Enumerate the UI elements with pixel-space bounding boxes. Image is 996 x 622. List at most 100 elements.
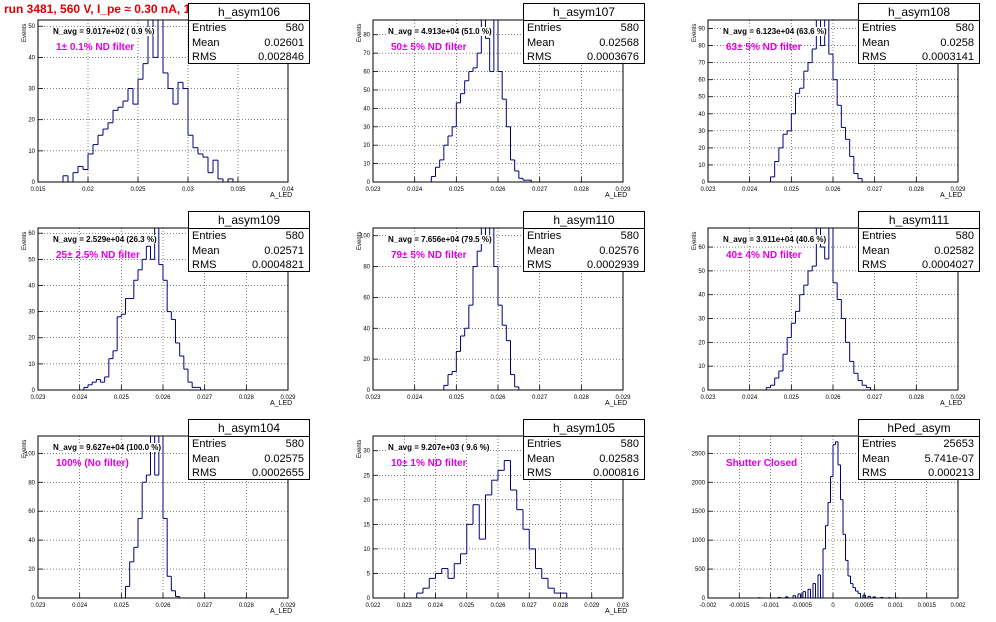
x-tick-label: -0.001 — [762, 603, 780, 609]
y-tick-label: 80 — [698, 44, 705, 50]
y-tick-label: 50 — [698, 95, 705, 101]
x-tick-label: 0.022 — [365, 603, 381, 609]
y-axis-label: Events — [22, 23, 28, 42]
y-tick-label: 10 — [28, 149, 35, 155]
y-tick-label: 10 — [28, 362, 35, 368]
histogram-panel-h_asym105: 0.022 0.023 0.024 0.025 0.026 0.027 0.028 0.029… — [335, 416, 660, 616]
stats-box: h_asym110 Entries 580 Mean 0.02576 RMS 0.00029… — [523, 211, 645, 272]
entries-label: Entries — [527, 438, 562, 450]
y-tick-label: 50 — [698, 269, 705, 275]
y-tick-label: 30 — [28, 310, 35, 316]
entries-value: 580 — [285, 438, 304, 450]
rms-value: 0.002846 — [258, 51, 304, 63]
histogram-plot: 0.023 0.024 0.025 0.026 0.027 0.028 0.029 0 20 40… — [25, 435, 296, 609]
x-tick-label: 0.029 — [584, 603, 600, 609]
x-tick-label: 0.024 — [428, 603, 444, 609]
mean-row: Mean 5.741e-07 — [859, 452, 979, 467]
y-tick-label: 20 — [363, 498, 370, 504]
x-tick-label: 0.028 — [574, 187, 590, 193]
y-tick-label: 5 — [367, 571, 371, 577]
histogram-name: h_asym108 — [859, 4, 979, 21]
y-tick-label: 20 — [363, 357, 370, 363]
y-tick-label: 80 — [28, 480, 35, 486]
y-axis-label: Events — [692, 23, 698, 42]
mean-label: Mean — [862, 244, 890, 257]
y-tick-label: 0 — [702, 388, 706, 394]
y-tick-label: 0 — [367, 388, 371, 394]
rms-row: RMS 0.0004027 — [859, 258, 979, 273]
histogram-name: h_asym109 — [189, 212, 309, 229]
x-tick-label: 0.024 — [72, 603, 88, 609]
mean-label: Mean — [192, 244, 220, 257]
x-tick-label: 0.026 — [490, 187, 506, 193]
x-tick-label: -0.0015 — [729, 603, 750, 609]
y-axis-label: Events — [22, 439, 28, 458]
x-tick-label: 0.015 — [30, 187, 46, 193]
mean-value: 0.0258 — [940, 36, 974, 49]
y-tick-label: 60 — [28, 509, 35, 515]
entries-label: Entries — [527, 22, 562, 34]
filter-label: 79± 5% ND filter — [391, 250, 467, 261]
rms-label: RMS — [527, 51, 552, 63]
x-tick-label: 0.029 — [280, 395, 296, 401]
x-tick-label: 0.029 — [615, 395, 631, 401]
x-tick-label: 0.023 — [700, 187, 716, 193]
rms-row: RMS 0.0002655 — [189, 466, 309, 481]
filter-label: Shutter Closed — [726, 458, 798, 469]
histogram-plot: 0.023 0.024 0.025 0.026 0.027 0.028 0.029 0 10 20… — [698, 227, 966, 401]
mean-value: 0.02601 — [264, 36, 304, 49]
y-tick-label: 20 — [363, 143, 370, 149]
rms-value: 0.0003141 — [922, 51, 974, 63]
histogram-plot: 0.015 0.02 0.025 0.03 0.035 0.04 0 10 20 30 40 50 — [28, 19, 294, 193]
y-tick-label: 20 — [28, 118, 35, 124]
y-tick-label: 0 — [32, 180, 36, 186]
navg-label: N_avg = 9.207e+03 ( 9.6 %) — [387, 443, 491, 452]
y-axis-label: Events — [692, 231, 698, 250]
x-tick-label: 0.023 — [397, 603, 413, 609]
mean-label: Mean — [527, 36, 555, 49]
rms-label: RMS — [862, 51, 887, 63]
rms-label: RMS — [527, 259, 552, 271]
stats-box: h_asym108 Entries 580 Mean 0.0258 RMS 0.000314… — [858, 3, 980, 64]
navg-label: N_avg = 4.913e+04 (51.0 %) — [387, 27, 493, 36]
x-tick-label: 0.026 — [825, 395, 841, 401]
histogram-name: h_asym105 — [524, 420, 644, 437]
histogram-name: h_asym111 — [859, 212, 979, 229]
x-tick-label: 0 — [831, 603, 835, 609]
mean-label: Mean — [862, 36, 890, 49]
stats-box: h_asym107 Entries 580 Mean 0.02568 RMS 0.00036… — [523, 3, 645, 64]
mean-row: Mean 0.02571 — [189, 244, 309, 259]
entries-value: 580 — [620, 438, 639, 450]
x-tick-label: 0.025 — [130, 187, 146, 193]
y-tick-label: 10 — [698, 163, 705, 169]
rms-label: RMS — [527, 467, 552, 479]
mean-row: Mean 0.02576 — [524, 244, 644, 259]
entries-label: Entries — [527, 230, 562, 242]
mean-row: Mean 0.02575 — [189, 452, 309, 467]
y-tick-label: 100 — [360, 234, 371, 240]
y-axis-label: Events — [357, 231, 363, 250]
x-axis-label: A_LED — [270, 608, 293, 615]
y-tick-label: 40 — [698, 112, 705, 118]
x-tick-label: 0.03 — [182, 187, 194, 193]
y-tick-label: 10 — [363, 162, 370, 168]
rms-label: RMS — [862, 467, 887, 479]
rms-value: 0.0002655 — [252, 467, 304, 479]
histogram-plot: 0.023 0.024 0.025 0.026 0.027 0.028 0.029 0 10 20… — [363, 19, 631, 193]
x-tick-label: 0.029 — [615, 187, 631, 193]
histogram-panel-h_asym109: 0.023 0.024 0.025 0.026 0.027 0.028 0.029 0 10 20… — [0, 208, 325, 408]
y-tick-label: 2000 — [692, 480, 706, 486]
rms-value: 0.0004821 — [252, 259, 304, 271]
y-tick-label: 50 — [28, 257, 35, 263]
x-tick-label: 0.025 — [784, 187, 800, 193]
stats-box: h_asym109 Entries 580 Mean 0.02571 RMS 0.00048… — [188, 211, 310, 272]
y-tick-label: 40 — [698, 293, 705, 299]
filter-label: 40± 4% ND filter — [726, 250, 802, 261]
x-tick-label: 0.025 — [459, 603, 475, 609]
x-tick-label: 0.02 — [82, 187, 94, 193]
x-tick-label: 0.028 — [239, 603, 255, 609]
histogram-panel-h_asym107: 0.023 0.024 0.025 0.026 0.027 0.028 0.029 0 10 20… — [335, 0, 660, 200]
mean-value: 0.02576 — [599, 244, 639, 257]
histogram-name: hPed_asym — [859, 420, 979, 437]
x-tick-label: 0.027 — [522, 603, 538, 609]
